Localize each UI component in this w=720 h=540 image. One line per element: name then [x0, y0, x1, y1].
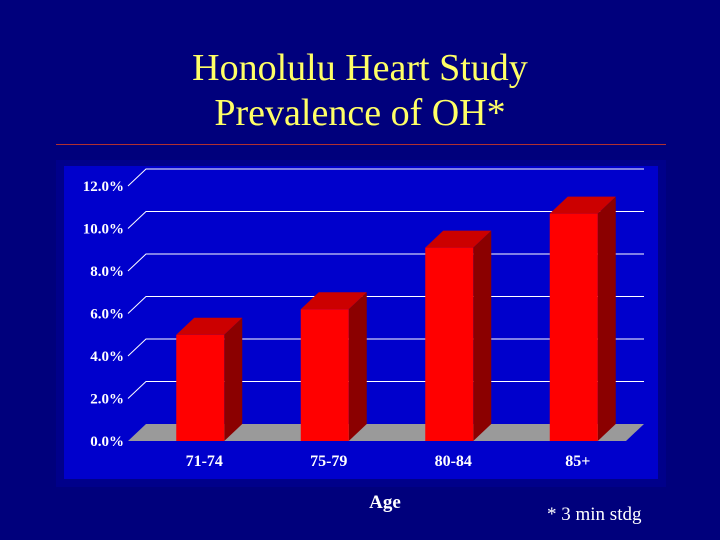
bars: [176, 196, 616, 441]
bar-front: [425, 247, 474, 441]
bar-top: [549, 196, 616, 214]
bar-top: [425, 230, 492, 248]
x-axis-categories: 71-74 75-79 80-84 85+: [186, 453, 591, 470]
y-tick-label: 0.0%: [90, 434, 124, 450]
bar-85+: [549, 196, 616, 441]
bar-front: [549, 213, 598, 441]
title-divider: [56, 144, 666, 145]
bar-side: [224, 317, 243, 441]
bar-front: [176, 334, 225, 441]
chart-floor: [128, 424, 644, 441]
floor-plane: [128, 424, 644, 441]
gridline: [127, 168, 644, 187]
bar-side: [473, 230, 492, 441]
x-category-label: 71-74: [186, 453, 223, 470]
y-tick-label: 12.0%: [83, 179, 124, 195]
y-tick-label: 4.0%: [90, 349, 124, 365]
bar-top: [176, 317, 243, 335]
bar-side: [348, 292, 367, 441]
y-tick-label: 6.0%: [90, 307, 124, 323]
title-line-2: Prevalence of OH*: [214, 92, 506, 134]
x-category-label: 75-79: [310, 453, 347, 470]
slide-title: Honolulu Heart Study Prevalence of OH*: [0, 46, 720, 136]
y-axis-ticks: 0.0% 2.0% 4.0% 6.0% 8.0% 10.0% 12.0%: [83, 179, 124, 450]
y-tick-label: 8.0%: [90, 264, 124, 280]
y-tick-label: 2.0%: [90, 392, 124, 408]
bar-front: [300, 309, 349, 441]
gridline: [127, 211, 644, 229]
x-axis-title: Age: [369, 492, 401, 513]
title-line-1: Honolulu Heart Study: [192, 47, 528, 89]
bar-75-79: [300, 292, 367, 441]
y-tick-label: 10.0%: [83, 222, 124, 238]
bar-71-74: [176, 317, 243, 441]
bar-80-84: [425, 230, 492, 441]
bar-top: [300, 292, 367, 310]
bar-side: [597, 196, 616, 441]
x-category-label: 85+: [565, 453, 590, 470]
footnote: * 3 min stdg: [547, 504, 642, 525]
x-category-label: 80-84: [435, 453, 472, 470]
